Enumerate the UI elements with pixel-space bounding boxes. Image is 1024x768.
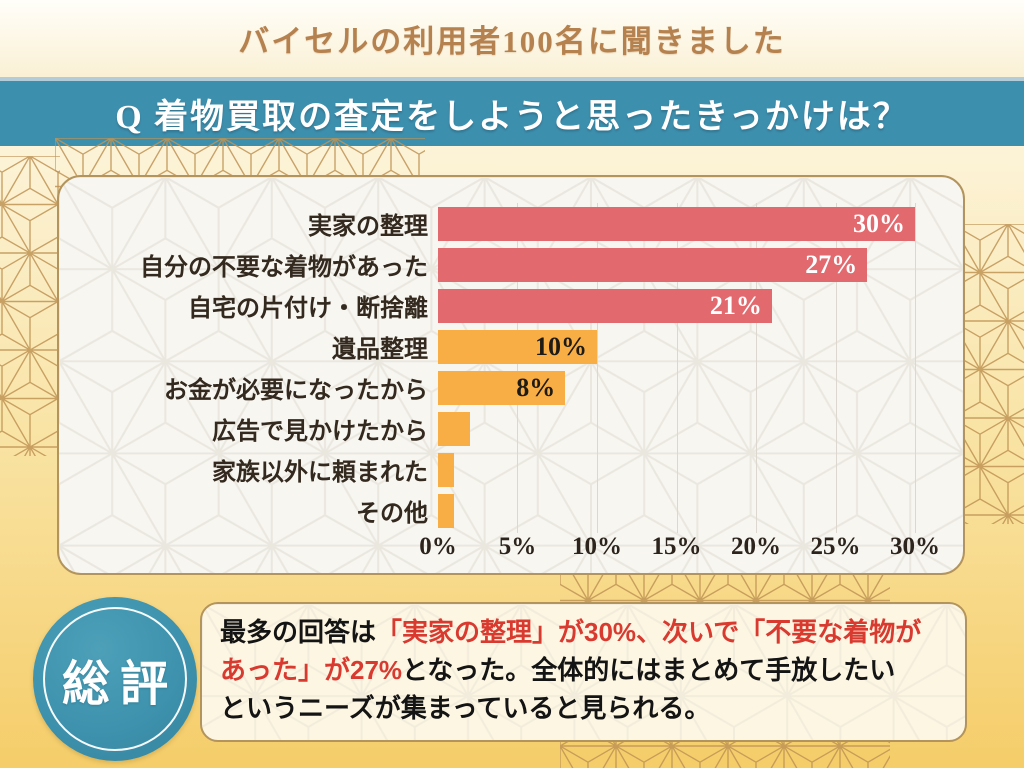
- gridline: [755, 203, 757, 533]
- gridline: [676, 203, 678, 533]
- bar: 10%: [438, 329, 597, 364]
- bar-track: 30%: [438, 206, 915, 241]
- x-tick-label: 10%: [571, 533, 622, 560]
- bar-track: 27%: [438, 247, 915, 282]
- category-label: その他: [356, 501, 428, 527]
- page-title: バイセルの利用者100名に聞きました: [238, 24, 786, 59]
- summary-line: あった」が27%となった。全体的にはまとめて手放したい: [220, 651, 953, 689]
- summary-segment: となった。全体的にはまとめて手放したい: [402, 655, 896, 685]
- bar: [438, 411, 470, 446]
- summary-box: 最多の回答は「実家の整理」が30%、次いで「不要な着物が あった」が27%となった…: [200, 602, 967, 742]
- value-label: 27%: [805, 249, 858, 279]
- bar: [438, 493, 454, 528]
- summary-segment: というニーズが集まっていると見られる。: [220, 693, 711, 723]
- bar-track: 10%: [438, 329, 915, 364]
- gridline: [596, 203, 598, 533]
- category-label: 実家の整理: [308, 214, 428, 240]
- bar-row: 自宅の片付け・断捨離 21%: [59, 285, 963, 326]
- bar-row: その他: [59, 490, 963, 531]
- category-label: 広告で見かけたから: [212, 419, 428, 445]
- bar: 27%: [438, 247, 868, 282]
- value-label: 30%: [853, 208, 905, 238]
- bar-track: [438, 493, 915, 528]
- summary-line: 最多の回答は「実家の整理」が30%、次いで「不要な着物が: [220, 613, 953, 651]
- summary-segment: あった」が27%: [220, 655, 403, 685]
- category-label: 遺品整理: [332, 337, 428, 363]
- summary-text: 最多の回答は「実家の整理」が30%、次いで「不要な着物が あった」が27%となった…: [202, 604, 965, 727]
- badge-label: 総評: [61, 658, 178, 711]
- bar: 21%: [438, 288, 772, 323]
- x-tick-label: 0%: [419, 533, 457, 560]
- overall-review-badge: 総評: [33, 597, 197, 761]
- bar-row: 実家の整理 30%: [59, 203, 963, 244]
- value-label: 10%: [534, 331, 587, 361]
- summary-segment: 最多の回答は: [220, 617, 377, 647]
- asanoha-decoration-left: [0, 156, 60, 456]
- bar-track: [438, 452, 915, 487]
- category-label: 自宅の片付け・断捨離: [188, 296, 428, 322]
- category-label: 自分の不要な着物があった: [140, 255, 428, 281]
- bar-track: 8%: [438, 370, 915, 405]
- bar: 8%: [438, 370, 566, 405]
- bar-rows: 実家の整理 30% 自分の不要な着物があった 27% 自宅の片付け・断捨離 21% 遺品整理…: [59, 203, 963, 531]
- value-label: 21%: [709, 290, 762, 320]
- x-tick-label: 30%: [890, 533, 940, 560]
- gridline: [517, 203, 519, 533]
- bar: [438, 452, 454, 487]
- bar-row: 家族以外に頼まれた: [59, 449, 963, 490]
- bar-row: お金が必要になったから 8%: [59, 367, 963, 408]
- category-label: 家族以外に頼まれた: [212, 460, 428, 486]
- value-label: 8%: [516, 372, 556, 402]
- bar: 30%: [438, 206, 915, 241]
- bar-track: 21%: [438, 288, 915, 323]
- chart-panel: 実家の整理 30% 自分の不要な着物があった 27% 自宅の片付け・断捨離 21% 遺品整理…: [57, 175, 965, 575]
- x-tick-label: 5%: [498, 533, 537, 560]
- gridline: [915, 203, 916, 533]
- gridlines: [438, 203, 916, 533]
- category-label: お金が必要になったから: [164, 378, 428, 404]
- gridline: [835, 203, 837, 533]
- summary-line: というニーズが集まっていると見られる。: [220, 689, 953, 727]
- summary-segment: 「実家の整理」が30%、次いで「不要な着物が: [376, 617, 922, 647]
- x-tick-label: 25%: [810, 533, 861, 560]
- question-banner: Q 着物買取の査定をしようと思ったきっかけは？: [0, 77, 1024, 146]
- bar-row: 広告で見かけたから: [59, 408, 963, 449]
- bar-track: [438, 411, 915, 446]
- asanoha-watermark-summary: [202, 604, 965, 740]
- x-tick-label: 20%: [730, 533, 781, 560]
- x-tick-label: 15%: [651, 533, 702, 560]
- main-area: 実家の整理 30% 自分の不要な着物があった 27% 自宅の片付け・断捨離 21% 遺品整理…: [0, 138, 1024, 768]
- question-title: Q 着物買取の査定をしようと思ったきっかけは？: [115, 99, 909, 136]
- x-axis: 0% 5% 10% 15% 20% 25% 30%: [419, 529, 940, 565]
- bar-row: 遺品整理 10%: [59, 326, 963, 367]
- bar-row: 自分の不要な着物があった 27%: [59, 244, 963, 285]
- header-band: バイセルの利用者100名に聞きました: [0, 0, 1024, 77]
